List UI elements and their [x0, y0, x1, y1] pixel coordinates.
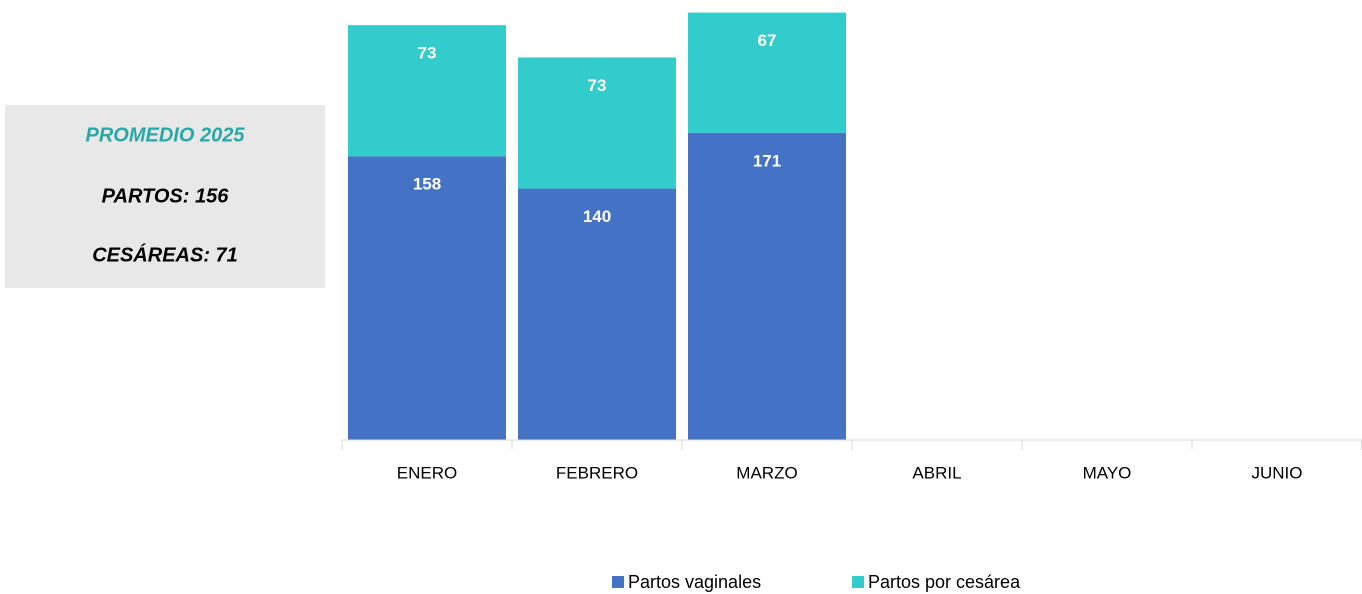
data-label: 67 [758, 31, 777, 50]
x-tick-label: JUNIO [1252, 463, 1303, 482]
summary-title: PROMEDIO 2025 [86, 124, 246, 146]
legend-label: Partos vaginales [628, 572, 761, 592]
data-label: 140 [583, 207, 611, 226]
bar-segment [348, 156, 506, 440]
data-label: 171 [753, 151, 781, 170]
data-label: 73 [588, 76, 607, 95]
bar-segment [518, 188, 676, 440]
summary-line: PARTOS: 156 [102, 185, 230, 207]
legend-swatch [852, 576, 864, 588]
x-tick-label: FEBRERO [556, 463, 638, 482]
data-label: 158 [413, 175, 441, 194]
x-tick-label: MAYO [1083, 463, 1132, 482]
bar-segment [518, 57, 676, 189]
legend-swatch [612, 576, 624, 588]
data-label: 73 [418, 44, 437, 63]
x-tick-label: ENERO [397, 463, 457, 482]
bar-segment [688, 132, 846, 440]
summary-line: CESÁREAS: 71 [92, 243, 238, 266]
bar-segment [688, 12, 846, 133]
summary-box [5, 105, 325, 288]
legend-label: Partos por cesárea [868, 572, 1021, 592]
x-tick-label: ABRIL [912, 463, 961, 482]
bar-segment [348, 25, 506, 157]
x-tick-label: MARZO [736, 463, 797, 482]
